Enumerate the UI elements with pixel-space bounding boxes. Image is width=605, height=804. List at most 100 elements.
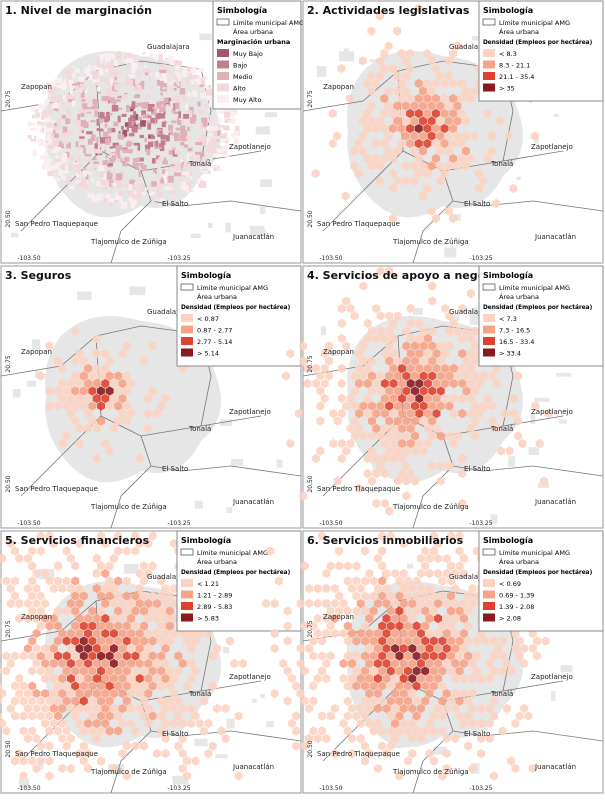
density-hex	[442, 688, 451, 699]
block	[180, 141, 185, 146]
block	[44, 160, 52, 167]
block	[65, 118, 71, 125]
y-coord-label: 20.50	[307, 210, 314, 227]
block	[154, 54, 158, 62]
block	[79, 83, 85, 89]
density-hex	[395, 681, 404, 691]
block	[187, 189, 190, 193]
block	[86, 109, 92, 113]
density-hex	[109, 423, 118, 434]
density-hex	[378, 621, 387, 631]
density-hex	[492, 198, 501, 209]
block	[197, 157, 200, 165]
block	[154, 119, 158, 124]
density-hex	[354, 138, 363, 149]
block	[199, 141, 207, 146]
density-hex	[71, 666, 80, 676]
density-hex	[372, 333, 381, 344]
density-hex	[36, 371, 45, 381]
block	[127, 140, 131, 144]
block	[142, 52, 146, 55]
urban-patch	[508, 456, 515, 467]
block	[217, 117, 221, 124]
density-hex	[389, 363, 398, 374]
block	[105, 194, 111, 202]
density-hex	[148, 606, 157, 616]
density-hex	[470, 86, 479, 96]
block	[180, 181, 188, 188]
density-hex	[419, 191, 427, 201]
urban-patch	[370, 489, 376, 493]
place-label: San Pedro Tlaquepaque	[317, 220, 400, 228]
block	[155, 146, 162, 149]
density-hex	[221, 733, 230, 744]
density-hex	[416, 673, 425, 684]
density-hex	[165, 636, 174, 646]
density-hex	[127, 658, 136, 669]
density-hex	[438, 636, 447, 646]
density-hex	[363, 108, 372, 119]
density-hex	[122, 401, 131, 411]
density-hex	[471, 431, 480, 441]
block	[169, 60, 175, 65]
density-hex	[458, 408, 467, 419]
density-hex	[474, 168, 483, 179]
density-hex	[380, 108, 389, 119]
block	[112, 55, 118, 62]
place-label: Juanacatlán	[232, 763, 274, 771]
density-hex	[449, 213, 458, 224]
density-hex	[157, 621, 166, 631]
density-hex	[423, 183, 432, 194]
density-hex	[376, 116, 384, 126]
block	[109, 78, 113, 85]
density-hex	[71, 681, 80, 691]
density-hex	[468, 688, 477, 699]
block	[104, 78, 111, 84]
density-hex	[438, 591, 447, 601]
density-hex	[84, 658, 93, 669]
place-label: El Salto	[162, 200, 188, 208]
block	[185, 182, 193, 185]
block	[195, 141, 203, 146]
density-hex	[58, 583, 67, 594]
density-hex	[438, 696, 447, 706]
density-hex	[442, 568, 451, 579]
density-hex	[19, 696, 28, 706]
density-hex	[62, 386, 71, 396]
density-hex	[457, 138, 466, 149]
density-hex	[369, 591, 378, 601]
density-hex	[490, 651, 498, 661]
place-label: Tlajomulco de Zúñiga	[392, 768, 469, 776]
density-hex	[92, 363, 101, 374]
density-hex	[378, 546, 387, 556]
block	[55, 155, 60, 160]
density-hex	[372, 303, 381, 314]
urban-patch	[404, 169, 420, 178]
block	[41, 113, 45, 120]
density-hex	[191, 711, 200, 721]
block	[54, 122, 59, 127]
place-label: El Salto	[162, 465, 188, 473]
density-hex	[97, 666, 105, 676]
block	[191, 79, 194, 86]
block	[169, 97, 174, 102]
density-hex	[294, 408, 303, 419]
density-hex	[135, 628, 144, 639]
density-hex	[455, 696, 464, 706]
density-hex	[380, 153, 389, 164]
urban-patch	[471, 307, 478, 315]
density-hex	[41, 613, 50, 624]
density-hex	[431, 153, 440, 164]
density-hex	[109, 643, 118, 654]
density-hex	[415, 333, 424, 344]
density-hex	[455, 666, 464, 676]
density-hex	[28, 756, 37, 766]
density-hex	[457, 108, 466, 119]
density-hex	[131, 726, 140, 736]
density-hex	[369, 576, 378, 586]
density-hex	[434, 658, 443, 669]
density-hex	[49, 658, 58, 669]
density-hex	[270, 598, 279, 609]
y-coord-label: 20.75	[307, 355, 314, 372]
density-hex	[388, 63, 397, 74]
